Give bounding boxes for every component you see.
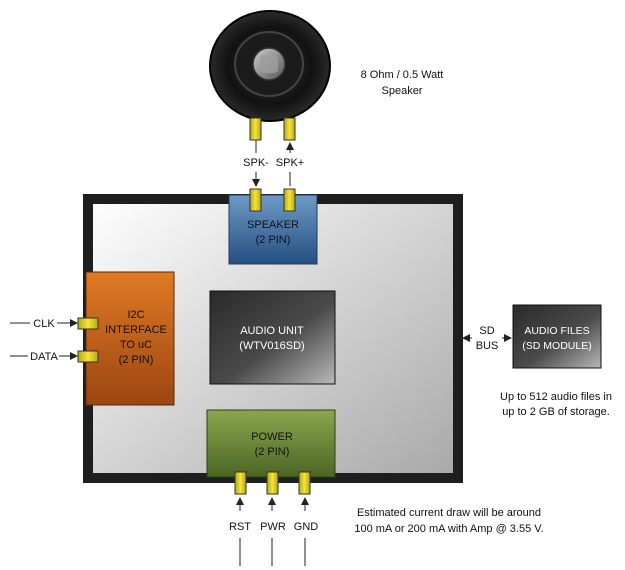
current-note-line2: 100 mA or 200 mA with Amp @ 3.55 V. xyxy=(354,523,543,535)
audio-unit-block xyxy=(209,290,336,385)
data-label: DATA xyxy=(30,351,58,363)
sd-bus-line2: BUS xyxy=(476,340,499,352)
i2c-line1: I2C xyxy=(127,309,144,321)
clk-label: CLK xyxy=(33,318,55,330)
i2c-line4: (2 PIN) xyxy=(119,354,154,366)
power-pin-pwr xyxy=(266,471,279,495)
power-line1: POWER xyxy=(251,431,293,443)
speaker-caption-line2: Speaker xyxy=(382,85,423,97)
spk-minus-label: SPK- xyxy=(243,157,269,169)
speaker-caption-line1: 8 Ohm / 0.5 Watt xyxy=(361,69,444,81)
power-pin-rst xyxy=(234,471,247,495)
speaker-port-line1: SPEAKER xyxy=(247,219,299,231)
i2c-pin-clk xyxy=(77,317,99,330)
speaker-pin-plus xyxy=(283,117,296,141)
storage-note-line2: up to 2 GB of storage. xyxy=(502,406,610,418)
speaker-port-pin-minus xyxy=(249,188,262,212)
power-line2: (2 PIN) xyxy=(255,446,290,458)
speaker-port-pin-plus xyxy=(283,188,296,212)
audio-files-line2: (SD MODULE) xyxy=(522,340,591,352)
power-block xyxy=(206,409,336,478)
spk-plus-label: SPK+ xyxy=(276,157,304,169)
rst-label: RST xyxy=(229,521,251,533)
speaker-icon xyxy=(209,10,331,122)
i2c-pin-data xyxy=(77,350,99,363)
i2c-line3: TO uC xyxy=(120,339,152,351)
sd-bus-line1: SD xyxy=(479,325,494,337)
speaker-port-line2: (2 PIN) xyxy=(256,234,291,246)
audio-unit-line1: AUDIO UNIT xyxy=(240,325,304,337)
audio-files-line1: AUDIO FILES xyxy=(524,325,589,337)
current-note-line1: Estimated current draw will be around xyxy=(357,507,541,519)
pwr-label: PWR xyxy=(260,521,286,533)
audio-unit-line2: (WTV016SD) xyxy=(239,340,304,352)
storage-note-line1: Up to 512 audio files in xyxy=(500,391,612,403)
audio-files-block xyxy=(512,304,602,369)
i2c-line2: INTERFACE xyxy=(105,324,167,336)
speaker-port-block xyxy=(228,194,318,265)
gnd-label: GND xyxy=(294,521,319,533)
i2c-interface-block xyxy=(85,271,175,406)
power-pin-gnd xyxy=(298,471,311,495)
speaker-pin-minus xyxy=(249,117,262,141)
